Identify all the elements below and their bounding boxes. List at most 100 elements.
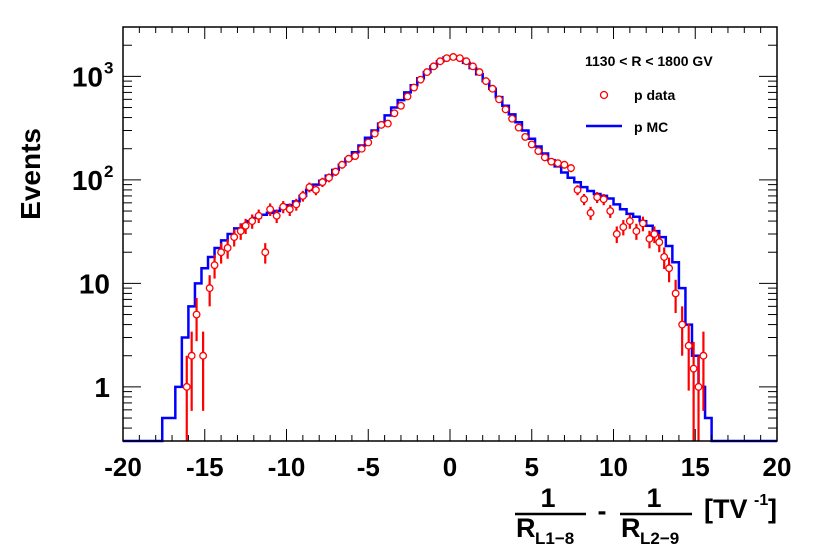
data-point (410, 83, 418, 92)
data-point (488, 84, 497, 93)
data-point (699, 351, 708, 360)
data-point (311, 185, 320, 194)
data-point (580, 195, 589, 204)
data-point (292, 200, 301, 209)
x-title-minus: - (598, 496, 607, 526)
y-tick-exponent: 2 (104, 162, 113, 181)
data-point (508, 114, 517, 123)
data-point (416, 75, 425, 84)
data-point (182, 382, 191, 391)
data-point (423, 68, 432, 77)
data-point (442, 54, 451, 63)
data-point (272, 211, 281, 220)
data-points-layer (182, 53, 708, 441)
data-point (285, 205, 294, 214)
legend-header: 1130 < R < 1800 GV (585, 53, 713, 69)
data-point (660, 253, 669, 261)
data-point (625, 217, 634, 226)
data-point (305, 183, 314, 192)
data-point (678, 320, 687, 329)
x-title-unit-exponent: -1 (754, 492, 768, 509)
data-point (694, 382, 703, 391)
data-point (241, 221, 250, 230)
data-point (638, 219, 647, 228)
data-point (370, 129, 379, 138)
data-point (495, 95, 503, 104)
legend-data-marker (599, 90, 609, 100)
data-point (671, 289, 680, 298)
x-tick-label: -15 (186, 452, 224, 482)
data-point (468, 62, 477, 71)
data-point (514, 123, 523, 132)
data-point (210, 261, 219, 270)
data-point (383, 119, 392, 128)
x-title-unit: [TV (704, 494, 748, 524)
data-point (187, 351, 196, 360)
data-point (377, 120, 386, 129)
data-point (331, 167, 340, 176)
x-tick-label: 10 (599, 452, 628, 482)
y-tick-label: 10 (72, 165, 103, 196)
data-point (223, 243, 232, 252)
data-point (482, 77, 490, 86)
data-point (261, 248, 270, 257)
x-title-frac1-numerator: 1 (540, 483, 555, 513)
data-point (475, 68, 484, 77)
data-point (619, 223, 628, 232)
data-point (612, 230, 621, 238)
data-point (599, 195, 608, 204)
x-tick-label: -20 (104, 452, 142, 482)
x-title-unit-close: ] (768, 494, 777, 524)
data-point (567, 164, 575, 173)
data-point (553, 159, 562, 168)
data-point (325, 173, 333, 182)
y-tick-exponent: 3 (104, 58, 113, 77)
data-point (230, 233, 239, 242)
data-point (534, 147, 543, 155)
data-point (455, 54, 464, 63)
data-point (199, 351, 208, 360)
data-point (586, 208, 595, 217)
data-point (684, 341, 693, 350)
data-point (390, 109, 399, 118)
data-point (236, 227, 245, 236)
data-point (205, 284, 214, 293)
data-point (462, 57, 471, 66)
data-point (593, 193, 602, 202)
x-axis-title: 1 R L1−8 - 1 R L2−9 [TV -1 ] (515, 483, 777, 548)
data-point (436, 57, 445, 66)
data-point (351, 152, 360, 160)
x-title-frac1-denominator: R (516, 513, 536, 543)
data-point (547, 157, 556, 166)
x-title-frac1-subscript: L1−8 (535, 529, 574, 548)
data-point (650, 230, 659, 238)
data-point (501, 105, 510, 114)
data-point (298, 191, 307, 200)
data-point (403, 92, 412, 101)
data-point (521, 132, 530, 141)
x-axis-ticks: -20 -15 -10 -5 0 5 10 15 20 (104, 27, 791, 482)
y-axis-title: Events (15, 128, 46, 220)
legend-mc-label: p MC (634, 119, 668, 135)
y-tick-label: 10 (72, 61, 103, 92)
data-point (665, 264, 674, 273)
data-point (318, 178, 327, 187)
data-point (338, 160, 347, 169)
data-point (254, 211, 263, 220)
data-point (429, 62, 438, 71)
y-tick-label: 1 (94, 372, 110, 403)
data-point (449, 53, 458, 61)
legend: 1130 < R < 1800 GV p data p MC (585, 53, 713, 135)
data-point (573, 185, 582, 194)
legend-data-label: p data (634, 87, 675, 103)
x-title-frac2-denominator: R (621, 513, 641, 543)
data-point (217, 248, 226, 257)
data-point (248, 217, 257, 226)
data-point (645, 234, 654, 243)
data-point (655, 238, 664, 247)
data-point (192, 310, 201, 319)
data-point (540, 153, 549, 162)
x-tick-label: 15 (681, 452, 710, 482)
